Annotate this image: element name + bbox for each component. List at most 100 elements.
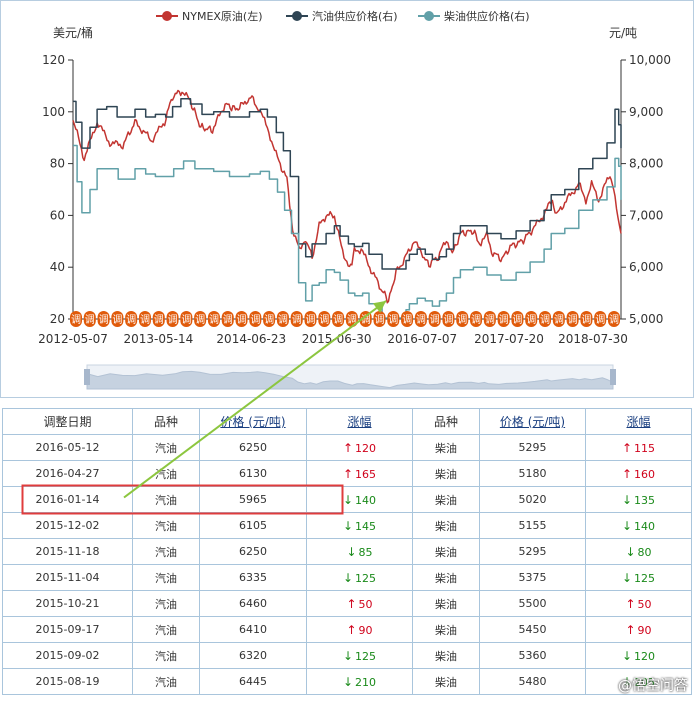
arrow-down-icon: ↓ — [621, 648, 633, 663]
adjust-marker-37[interactable]: 调 — [580, 311, 593, 327]
table-row: 2015-09-02 汽油 6320 ↓ 125 柴油 5360 ↓ 120 — [2, 642, 692, 669]
adjust-marker-label-23: 调 — [388, 314, 398, 326]
adjust-marker-8[interactable]: 调 — [180, 311, 193, 327]
adjust-marker-38[interactable]: 调 — [594, 311, 607, 327]
cell-price-1: 6335 — [199, 564, 307, 591]
cell-change-1: ↑ 90 — [306, 616, 413, 643]
arrow-down-icon: ↓ — [621, 492, 633, 507]
adjust-marker-28[interactable]: 调 — [456, 311, 469, 327]
cell-kind-2: 柴油 — [412, 668, 480, 695]
cell-kind-1: 汽油 — [132, 668, 200, 695]
legend-label-2: 柴油供应价格(右) — [444, 9, 530, 23]
cell-change-2: ↑ 50 — [585, 590, 692, 617]
adjust-marker-5[interactable]: 调 — [138, 311, 151, 327]
zoom-handle-left[interactable] — [84, 369, 90, 385]
adjust-marker-label-3: 调 — [112, 314, 122, 326]
adjust-marker-13[interactable]: 调 — [249, 311, 262, 327]
zoom-handle-right[interactable] — [610, 369, 616, 385]
adjust-marker-25[interactable]: 调 — [414, 311, 427, 327]
legend-item-0[interactable]: NYMEX原油(左) — [156, 9, 263, 23]
cell-kind-1: 汽油 — [132, 590, 200, 617]
adjust-marker-31[interactable]: 调 — [497, 311, 510, 327]
header-change-1[interactable]: 涨幅 — [306, 408, 413, 435]
adjust-marker-20[interactable]: 调 — [345, 311, 358, 327]
legend-dot-2 — [424, 11, 434, 21]
adjust-marker-label-27: 调 — [443, 314, 453, 326]
adjust-marker-9[interactable]: 调 — [194, 311, 207, 327]
arrow-up-icon: ↑ — [346, 622, 357, 637]
arrow-down-icon: ↓ — [342, 492, 354, 507]
cell-date: 2015-08-19 — [2, 668, 133, 695]
adjust-marker-30[interactable]: 调 — [483, 311, 496, 327]
adjust-marker-2[interactable]: 调 — [97, 311, 110, 327]
chart-plot — [72, 89, 622, 319]
adjust-marker-34[interactable]: 调 — [539, 311, 552, 327]
adjust-marker-label-15: 调 — [278, 314, 288, 326]
y-right-tick-label-2: 7,000 — [629, 208, 663, 222]
header-price-2[interactable]: 价格 (元/吨) — [479, 408, 586, 435]
adjust-marker-label-7: 调 — [168, 314, 178, 326]
cell-change-2: ↓ 140 — [585, 512, 692, 539]
adjust-marker-15[interactable]: 调 — [276, 311, 289, 327]
adjust-marker-label-1: 调 — [85, 314, 95, 326]
adjust-marker-18[interactable]: 调 — [318, 311, 331, 327]
adjust-marker-11[interactable]: 调 — [221, 311, 234, 327]
cell-price-2: 5155 — [479, 512, 586, 539]
change-value-1: 120 — [355, 441, 377, 455]
adjust-marker-14[interactable]: 调 — [263, 311, 276, 327]
table-row: 2015-10-21 汽油 6460 ↑ 50 柴油 5500 ↑ 50 — [2, 590, 692, 617]
adjust-marker-3[interactable]: 调 — [111, 311, 124, 327]
adjust-marker-22[interactable]: 调 — [373, 311, 386, 327]
legend-item-2[interactable]: 柴油供应价格(右) — [418, 9, 530, 23]
adjust-marker-bg-26 — [428, 311, 441, 327]
arrow-down-icon: ↓ — [342, 570, 354, 585]
x-tick-label-6: 2018-07-30 — [558, 332, 628, 346]
adjust-marker-39[interactable]: 调 — [608, 311, 620, 327]
cell-change-2: ↓ 205 — [585, 668, 692, 695]
cell-price-1: 5965 — [199, 486, 307, 513]
adjust-marker-32[interactable]: 调 — [511, 311, 524, 327]
price-chart: NYMEX原油(左) 汽油供应价格(右) 柴油供应价格(右) 美元/桶 元/吨 20… — [38, 9, 671, 390]
adjust-marker-16[interactable]: 调 — [290, 311, 303, 327]
adjust-marker-0[interactable]: 调 — [70, 311, 82, 327]
adjust-marker-24[interactable]: 调 — [401, 311, 414, 327]
adjust-marker-7[interactable]: 调 — [166, 311, 179, 327]
adjust-marker-12[interactable]: 调 — [235, 311, 248, 327]
adjust-marker-6[interactable]: 调 — [152, 311, 165, 327]
arrow-down-icon: ↓ — [342, 518, 354, 533]
adjust-marker-36[interactable]: 调 — [566, 311, 579, 327]
adjust-marker-10[interactable]: 调 — [207, 311, 220, 327]
chart-legend[interactable]: NYMEX原油(左) 汽油供应价格(右) 柴油供应价格(右) — [156, 9, 530, 23]
arrow-down-icon: ↓ — [621, 518, 633, 533]
price-table-panel: 调整日期 品种 价格 (元/吨) 涨幅 品种 价格 (元/吨) 涨幅 2016-… — [2, 408, 692, 697]
adjust-marker-label-16: 调 — [292, 314, 302, 326]
cell-price-2: 5450 — [479, 616, 586, 643]
adjust-marker-label-35: 调 — [554, 314, 564, 326]
adjust-marker-35[interactable]: 调 — [552, 311, 565, 327]
adjust-marker-23[interactable]: 调 — [387, 311, 400, 327]
legend-item-1[interactable]: 汽油供应价格(右) — [286, 9, 398, 23]
adjust-marker-label-14: 调 — [264, 314, 274, 326]
adjust-marker-26[interactable]: 调 — [428, 311, 441, 327]
x-tick-label-3: 2015-06-30 — [302, 332, 372, 346]
header-price-1[interactable]: 价格 (元/吨) — [199, 408, 307, 435]
adjust-marker-bg-31 — [497, 311, 510, 327]
adjust-marker-19[interactable]: 调 — [332, 311, 345, 327]
adjust-marker-17[interactable]: 调 — [304, 311, 317, 327]
cell-date: 2016-05-12 — [2, 434, 133, 461]
arrow-down-icon: ↓ — [342, 648, 354, 663]
cell-price-1: 6320 — [199, 642, 307, 669]
adjust-marker-27[interactable]: 调 — [442, 311, 455, 327]
price-adjustment-table: 调整日期 品种 价格 (元/吨) 涨幅 品种 价格 (元/吨) 涨幅 2016-… — [2, 408, 692, 695]
header-kind-2: 品种 — [412, 408, 480, 435]
header-change-2[interactable]: 涨幅 — [585, 408, 692, 435]
adjust-marker-1[interactable]: 调 — [83, 311, 96, 327]
adjust-marker-33[interactable]: 调 — [525, 311, 538, 327]
adjust-marker-4[interactable]: 调 — [125, 311, 138, 327]
datazoom-slider[interactable] — [84, 364, 616, 390]
change-value-2: 140 — [634, 519, 656, 533]
adjust-marker-29[interactable]: 调 — [470, 311, 483, 327]
adjust-marker-21[interactable]: 调 — [359, 311, 372, 327]
adjust-marker-label-5: 调 — [140, 314, 150, 326]
legend-dot-0 — [162, 11, 172, 21]
